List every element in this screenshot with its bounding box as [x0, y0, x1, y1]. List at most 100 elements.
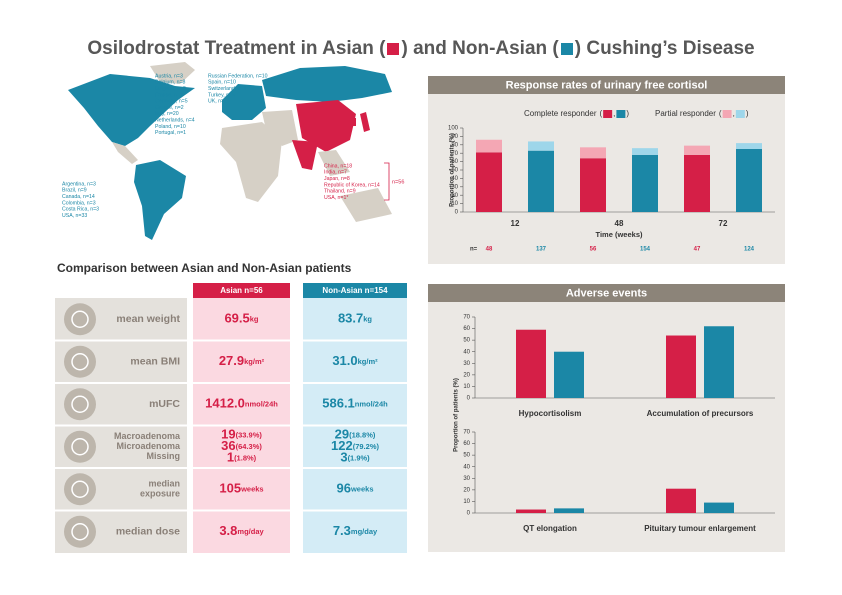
map-label: Bulgaria, n=3	[155, 86, 186, 92]
value: 83.7	[338, 311, 363, 326]
y-tick-label: 20	[463, 372, 470, 378]
title-text: ) Cushing’s Disease	[574, 38, 755, 59]
map-label: Thailand, n=9	[324, 189, 356, 195]
x-tick-label: 72	[719, 219, 728, 228]
row-icon-glyph	[71, 438, 89, 456]
bar-segment	[632, 148, 658, 155]
row-icon	[64, 303, 96, 336]
cell-value: 586.1nmol/24h	[322, 396, 388, 411]
bar	[554, 351, 584, 398]
legend-swatch	[616, 110, 626, 118]
bar-segment	[736, 143, 762, 149]
value: 105	[219, 481, 241, 496]
x-tick-label: 12	[511, 219, 520, 228]
bar	[516, 509, 546, 513]
map-label: Russian Federation, n=10	[208, 73, 268, 79]
y-tick-label: 10	[463, 384, 470, 390]
africa	[220, 122, 282, 202]
cell-value: 29(18.8%)	[335, 427, 376, 442]
unit: (64.3%)	[236, 442, 263, 451]
value: 27.9	[219, 353, 244, 368]
legend-mark: )	[626, 109, 629, 118]
unit: nmol/24h	[245, 399, 278, 408]
bar-segment	[580, 147, 606, 159]
n-label: n=	[470, 247, 478, 253]
bracket	[384, 162, 390, 201]
row-icon-glyph	[71, 353, 89, 371]
unit: weeks	[240, 484, 264, 493]
australia	[340, 188, 392, 222]
europe	[222, 84, 266, 120]
y-tick-label: 90	[451, 134, 458, 140]
legend-swatch	[735, 110, 745, 118]
x-tick-label: QT elongation	[523, 524, 577, 533]
map-label: Austria, n=3	[155, 73, 183, 79]
y-tick-label: 40	[463, 464, 470, 470]
bar	[554, 508, 584, 513]
x-tick-label: Pituitary tumour enlargement	[644, 524, 756, 533]
bar	[516, 329, 546, 398]
bar-segment	[476, 152, 502, 212]
legend-swatch	[722, 110, 732, 118]
y-tick-label: 30	[463, 361, 470, 367]
bar	[704, 502, 734, 513]
map-label: Argentina, n=3	[62, 181, 96, 187]
header-tab	[303, 283, 407, 298]
row-icon-glyph	[71, 395, 89, 413]
world-map	[68, 62, 392, 240]
map-total: n=56	[392, 179, 404, 185]
value: 36	[221, 438, 235, 453]
bar-segment	[528, 141, 554, 151]
page-title: Osilodrostat Treatment in Asian () and N…	[0, 38, 842, 60]
unit: nmol/24h	[355, 399, 388, 408]
north-america	[68, 74, 195, 146]
row-icon	[64, 515, 96, 548]
n-value: 56	[590, 247, 597, 253]
y-tick-label: 0	[467, 511, 471, 517]
asian-swatch	[387, 43, 400, 55]
header-tab	[193, 283, 290, 298]
cell-value: 122(79.2%)	[331, 438, 379, 453]
legend-mark: ,	[733, 109, 735, 118]
table-header: Non-Asian n=154	[322, 286, 388, 295]
non-asian-swatch	[560, 43, 573, 55]
row-label: mUFC	[149, 398, 180, 410]
unit: mg/day	[237, 527, 264, 536]
value: 1	[227, 450, 234, 465]
cell-value: 3(1.9%)	[340, 450, 370, 465]
cell-value: 36(64.3%)	[221, 438, 262, 453]
map-label: Greece, n=2	[155, 105, 184, 111]
cell-value: 83.7kg	[338, 311, 372, 326]
y-tick-label: 40	[451, 176, 458, 182]
n-value: 137	[536, 247, 547, 253]
title-text: ) and Non-Asian (	[401, 38, 559, 59]
y-tick-label: 0	[455, 210, 459, 216]
row-label: mean BMI	[130, 356, 180, 368]
y-tick-label: 50	[463, 453, 470, 459]
cell-value: 7.3mg/day	[333, 523, 378, 538]
y-tick-label: 10	[463, 499, 470, 505]
unit: weeks	[350, 484, 374, 493]
legend-mark: ,	[613, 109, 615, 118]
row-icon	[64, 345, 96, 378]
cell-value: 3.8mg/day	[219, 523, 264, 538]
cell-value: 96weeks	[337, 481, 374, 496]
map-label: Belgium, n=8	[155, 80, 186, 86]
x-tick-label: Hypocortisolism	[519, 409, 582, 418]
map-label: Poland, n=10	[155, 124, 186, 130]
cell-value: 69.5kg	[224, 311, 258, 326]
row-icon	[64, 473, 96, 506]
unit: mg/day	[351, 527, 378, 536]
russia	[262, 66, 392, 102]
row-icon-glyph	[71, 310, 89, 328]
map-label: Costa Rica, n=3	[62, 207, 99, 213]
bar	[666, 488, 696, 513]
map-label: Canada, n=14	[62, 194, 95, 200]
value: 29	[335, 427, 349, 442]
unit: (18.8%)	[349, 430, 376, 439]
unit: (1.8%)	[234, 453, 257, 462]
greenland	[150, 62, 195, 84]
map-label: Netherlands, n=4	[155, 117, 195, 123]
cell-value: 31.0kg/m²	[332, 353, 378, 368]
cell-value: 1412.0nmol/24h	[205, 396, 278, 411]
